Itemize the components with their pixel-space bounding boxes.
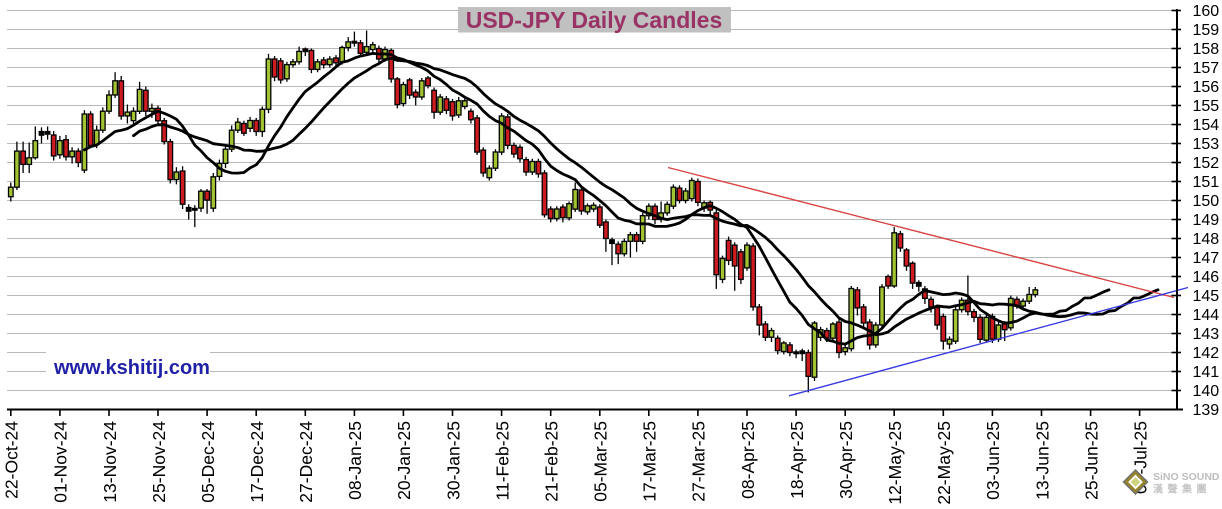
svg-text:03-Jun-25: 03-Jun-25: [983, 421, 1003, 500]
svg-text:160: 160: [1193, 3, 1220, 20]
svg-text:150: 150: [1193, 193, 1220, 210]
svg-text:153: 153: [1193, 136, 1220, 153]
svg-text:142: 142: [1193, 345, 1220, 362]
svg-text:17-Mar-25: 17-Mar-25: [640, 421, 660, 502]
svg-text:27-Mar-25: 27-Mar-25: [689, 421, 709, 502]
svg-text:13-Jun-25: 13-Jun-25: [1032, 421, 1052, 500]
svg-text:25-Nov-24: 25-Nov-24: [149, 421, 169, 503]
svg-text:140: 140: [1193, 383, 1220, 400]
svg-text:11-Feb-25: 11-Feb-25: [492, 421, 512, 500]
svg-text:143: 143: [1193, 326, 1220, 343]
svg-text:147: 147: [1193, 250, 1220, 267]
svg-text:21-Feb-25: 21-Feb-25: [542, 421, 562, 502]
svg-text:25-Jun-25: 25-Jun-25: [1081, 421, 1101, 500]
svg-text:149: 149: [1193, 212, 1220, 229]
svg-text:146: 146: [1193, 269, 1220, 286]
svg-text:05-Mar-25: 05-Mar-25: [591, 421, 611, 502]
svg-text:05-Dec-24: 05-Dec-24: [198, 421, 218, 503]
svg-text:157: 157: [1193, 60, 1220, 77]
svg-text:158: 158: [1193, 41, 1220, 58]
svg-text:SiNO SOUND: SiNO SOUND: [1153, 471, 1220, 483]
svg-text:20-Jan-25: 20-Jan-25: [394, 421, 414, 500]
svg-text:155: 155: [1193, 98, 1220, 115]
svg-text:148: 148: [1193, 231, 1220, 248]
svg-text:漢聲集團: 漢聲集團: [1153, 483, 1211, 496]
svg-text:154: 154: [1193, 117, 1220, 134]
svg-text:USD-JPY Daily Candles: USD-JPY Daily Candles: [466, 7, 723, 33]
svg-text:13-Nov-24: 13-Nov-24: [100, 421, 120, 503]
svg-text:30-Jan-25: 30-Jan-25: [443, 421, 463, 500]
svg-text:17-Dec-24: 17-Dec-24: [247, 421, 267, 503]
svg-text:22-Oct-24: 22-Oct-24: [2, 421, 22, 499]
svg-text:152: 152: [1193, 155, 1220, 172]
svg-text:01-Nov-24: 01-Nov-24: [51, 421, 71, 503]
svg-text:27-Dec-24: 27-Dec-24: [296, 421, 316, 503]
svg-text:www.kshitij.com: www.kshitij.com: [53, 357, 210, 379]
svg-text:145: 145: [1193, 288, 1220, 305]
svg-text:151: 151: [1193, 174, 1220, 191]
svg-text:139: 139: [1193, 402, 1220, 419]
svg-text:159: 159: [1193, 22, 1220, 39]
svg-text:30-Apr-25: 30-Apr-25: [836, 421, 856, 499]
svg-text:144: 144: [1193, 307, 1220, 324]
svg-text:22-May-25: 22-May-25: [934, 421, 954, 504]
svg-text:12-May-25: 12-May-25: [885, 421, 905, 504]
svg-text:18-Apr-25: 18-Apr-25: [787, 421, 807, 499]
svg-text:08-Jan-25: 08-Jan-25: [345, 421, 365, 500]
svg-text:08-Apr-25: 08-Apr-25: [738, 421, 758, 499]
svg-text:156: 156: [1193, 79, 1220, 96]
svg-text:141: 141: [1193, 364, 1220, 381]
